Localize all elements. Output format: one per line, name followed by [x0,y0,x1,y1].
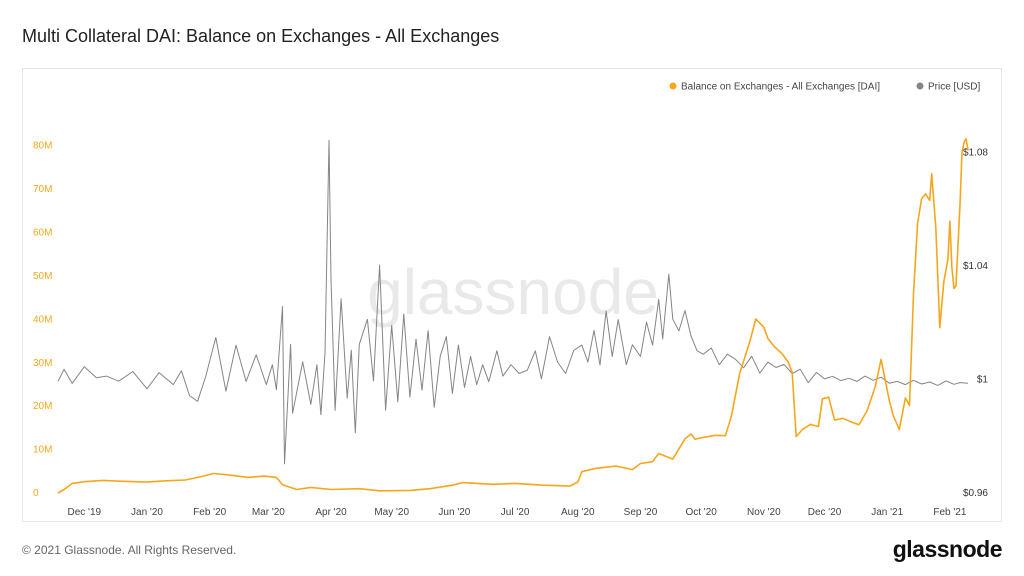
page-title: Multi Collateral DAI: Balance on Exchang… [22,26,500,46]
right-axis-tick: $0.96 [963,488,988,499]
left-axis-tick: 10M [33,445,52,456]
x-axis-tick: Jun '20 [438,507,470,518]
left-axis-tick: 0 [33,488,39,499]
x-axis-tick: Jan '20 [131,507,163,518]
legend-price-marker [916,82,924,90]
left-axis-tick: 30M [33,358,52,369]
right-axis-tick: $1.08 [963,147,988,158]
copyright-text: © 2021 Glassnode. All Rights Reserved. [22,543,237,557]
legend-price[interactable]: Price [USD] [916,82,981,93]
chart-svg: glassnode Balance on Exchanges - All Exc… [33,82,988,519]
right-axis: $0.96 $1 $1.04 $1.08 [963,147,988,499]
x-axis-tick: Feb '21 [933,507,966,518]
right-axis-tick: $1 [977,374,989,385]
x-axis-tick: Oct '20 [685,507,717,518]
left-axis-tick: 70M [33,184,52,195]
left-axis-tick: 80M [33,141,52,152]
x-axis-tick: Mar '20 [252,507,285,518]
x-axis-tick: Jul '20 [501,507,530,518]
x-axis-tick: Feb '20 [193,507,226,518]
x-axis-tick: Dec '20 [808,507,842,518]
left-axis: 0 10M 20M 30M 40M 50M 60M 70M 80M [33,141,52,499]
x-axis: Dec '19 Jan '20 Feb '20 Mar '20 Apr '20 May '… [67,507,966,518]
x-axis-tick: Jan '21 [871,507,903,518]
x-axis-tick: Aug '20 [561,507,595,518]
watermark: glassnode [367,256,659,328]
left-axis-tick: 20M [33,401,52,412]
x-axis-tick: Apr '20 [315,507,347,518]
left-axis-tick: 40M [33,314,52,325]
chart-frame: glassnode Balance on Exchanges - All Exc… [22,68,1002,522]
left-axis-tick: 60M [33,228,52,239]
right-axis-tick: $1.04 [963,261,988,272]
legend-balance[interactable]: Balance on Exchanges - All Exchanges [DA… [669,82,881,93]
glassnode-logo[interactable]: glassnode [892,536,1003,562]
left-axis-tick: 50M [33,271,52,282]
x-axis-tick: Dec '19 [67,507,101,518]
legend-price-label: Price [USD] [928,82,980,93]
series-balance-line [57,138,969,494]
series-price-line [57,139,969,465]
legend-balance-marker [669,82,677,90]
x-axis-tick: May '20 [374,507,409,518]
legend-balance-label: Balance on Exchanges - All Exchanges [DA… [681,82,880,93]
legend: Balance on Exchanges - All Exchanges [DA… [669,82,981,93]
x-axis-tick: Nov '20 [747,507,781,518]
x-axis-tick: Sep '20 [624,507,658,518]
series-layer [57,138,969,494]
